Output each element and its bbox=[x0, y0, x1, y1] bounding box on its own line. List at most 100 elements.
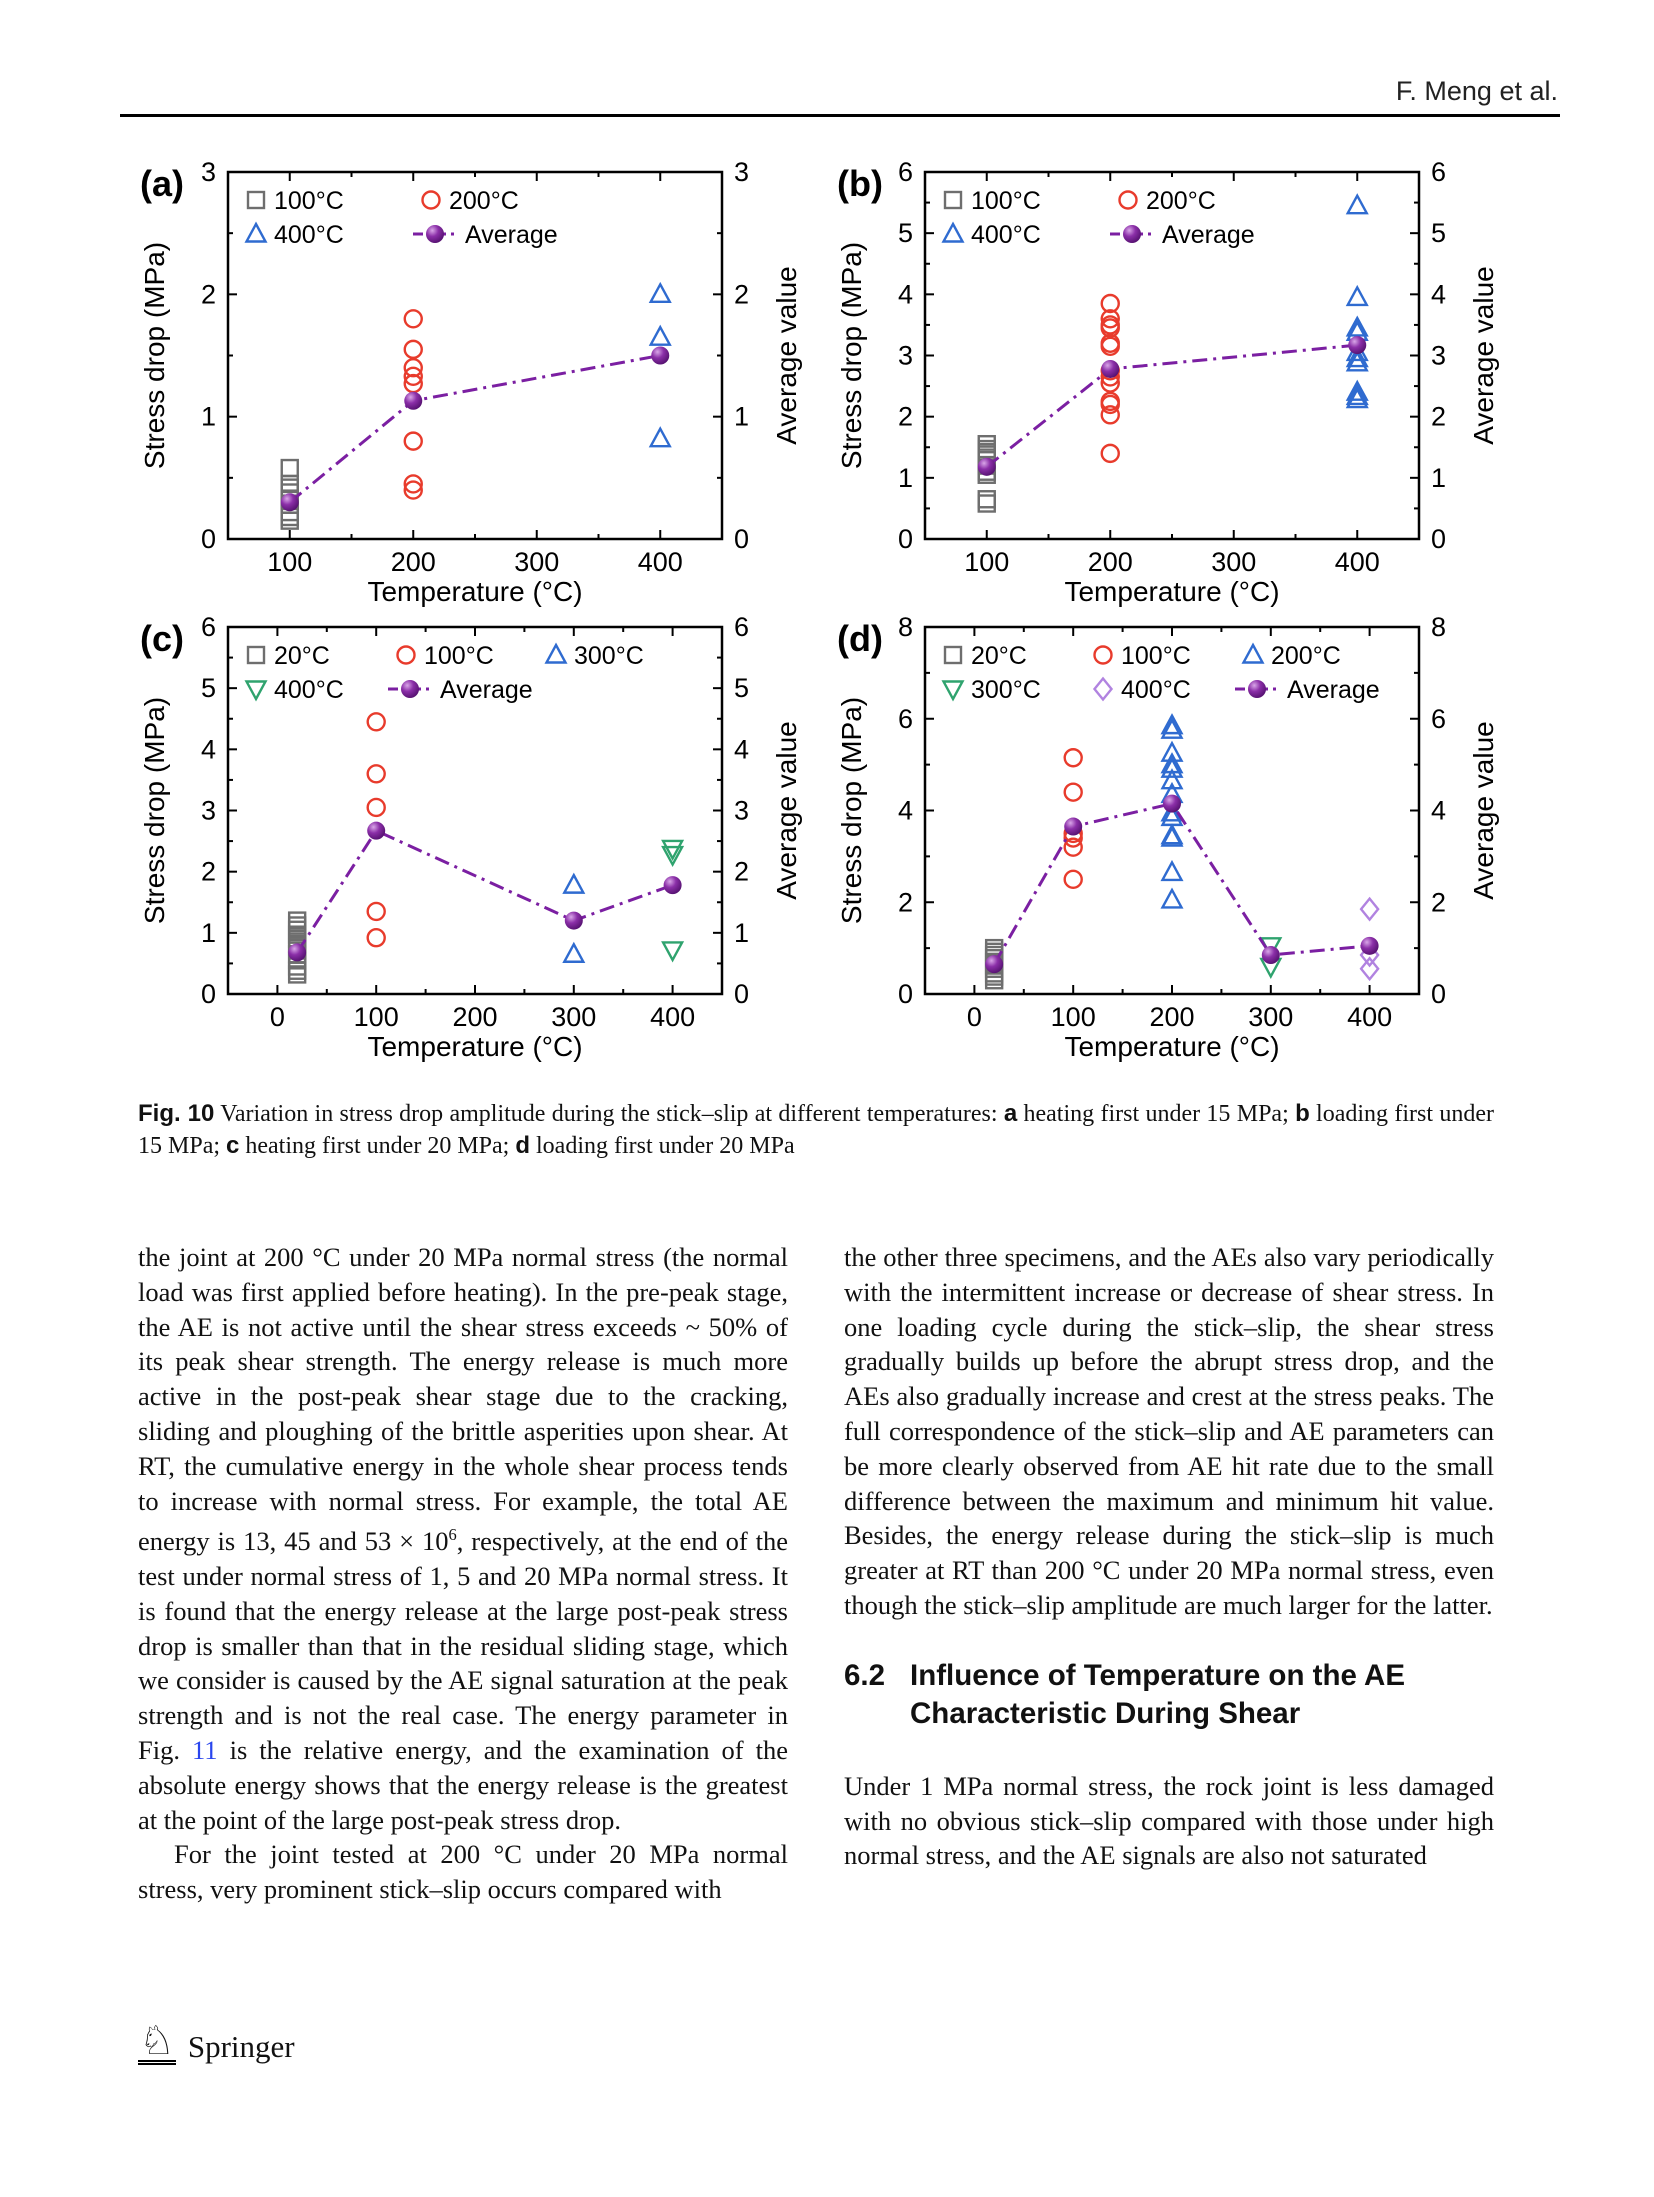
svg-text:(c): (c) bbox=[140, 618, 184, 659]
svg-text:5: 5 bbox=[898, 218, 913, 248]
svg-text:200: 200 bbox=[452, 1002, 497, 1032]
svg-text:0: 0 bbox=[898, 979, 913, 1009]
paragraph: Under 1 MPa normal stress, the rock join… bbox=[844, 1770, 1494, 1871]
svg-text:Average value: Average value bbox=[1468, 266, 1499, 445]
figure-caption: Fig. 10 Variation in stress drop amplitu… bbox=[138, 1100, 1494, 1159]
svg-text:6: 6 bbox=[1431, 157, 1446, 187]
svg-text:1: 1 bbox=[734, 402, 749, 432]
svg-text:1: 1 bbox=[201, 918, 216, 948]
svg-text:100°C: 100°C bbox=[274, 187, 344, 215]
svg-text:200°C: 200°C bbox=[1146, 187, 1216, 215]
svg-text:4: 4 bbox=[898, 279, 913, 309]
svg-text:5: 5 bbox=[734, 673, 749, 703]
svg-text:4: 4 bbox=[1431, 279, 1446, 309]
svg-text:2: 2 bbox=[1431, 402, 1446, 432]
svg-text:3: 3 bbox=[734, 157, 749, 187]
svg-text:0: 0 bbox=[734, 524, 749, 554]
svg-text:400: 400 bbox=[638, 547, 683, 577]
svg-text:5: 5 bbox=[1431, 218, 1446, 248]
svg-text:100: 100 bbox=[1051, 1002, 1096, 1032]
svg-text:400°C: 400°C bbox=[971, 221, 1041, 249]
springer-horse-icon: ♘ bbox=[138, 2018, 176, 2065]
svg-text:2: 2 bbox=[201, 857, 216, 887]
chart-svg: (d) 0 100 200 300 400 0 0 2 2 4 4 6 6 8 8 Temperature (°… bbox=[836, 612, 1499, 1062]
chart-svg: (b) 100 200 300 400 0 0 1 1 2 2 3 3 4 4 5 5 6 6 Temperature… bbox=[836, 157, 1499, 607]
svg-text:0: 0 bbox=[1431, 979, 1446, 1009]
svg-text:0: 0 bbox=[270, 1002, 285, 1032]
svg-text:1: 1 bbox=[1431, 463, 1446, 493]
svg-text:Average value: Average value bbox=[771, 266, 802, 445]
svg-text:2: 2 bbox=[201, 279, 216, 309]
chart-svg: (c) 0 100 200 300 400 0 0 1 1 2 2 3 3 4 4 5 5 6 6 Temperatur… bbox=[139, 612, 802, 1062]
svg-text:3: 3 bbox=[201, 796, 216, 826]
svg-text:Average: Average bbox=[440, 676, 533, 704]
svg-text:Temperature (°C): Temperature (°C) bbox=[1064, 1031, 1279, 1062]
svg-text:200: 200 bbox=[1149, 1002, 1194, 1032]
svg-text:3: 3 bbox=[1431, 341, 1446, 371]
svg-text:3: 3 bbox=[201, 157, 216, 187]
svg-text:1: 1 bbox=[201, 402, 216, 432]
svg-text:100°C: 100°C bbox=[424, 642, 494, 670]
svg-text:Average value: Average value bbox=[1468, 721, 1499, 900]
header-rule bbox=[120, 114, 1560, 117]
svg-text:2: 2 bbox=[734, 857, 749, 887]
svg-text:0: 0 bbox=[734, 979, 749, 1009]
section-number: 6.2 bbox=[844, 1658, 886, 1692]
svg-text:4: 4 bbox=[201, 734, 216, 764]
charts-grid: (a) 100 200 300 400 0 0 1 1 2 2 3 3 Temperature (°C) S… bbox=[138, 156, 1538, 1066]
svg-text:Average: Average bbox=[1287, 676, 1380, 704]
svg-text:Average: Average bbox=[1162, 221, 1255, 249]
svg-text:Stress drop (MPa): Stress drop (MPa) bbox=[139, 242, 170, 469]
svg-text:2: 2 bbox=[734, 279, 749, 309]
svg-text:100°C: 100°C bbox=[1121, 642, 1191, 670]
svg-text:(a): (a) bbox=[140, 163, 184, 204]
figure-11-link[interactable]: 11 bbox=[192, 1734, 218, 1765]
svg-text:Stress drop (MPa): Stress drop (MPa) bbox=[836, 242, 867, 469]
right-column: the other three specimens, and the AEs a… bbox=[844, 1240, 1494, 1907]
stress-drop-chart-a: (a) 100 200 300 400 0 0 1 1 2 2 3 3 Temperature (°C) S… bbox=[138, 156, 810, 611]
svg-text:8: 8 bbox=[898, 612, 913, 642]
svg-text:0: 0 bbox=[1431, 524, 1446, 554]
svg-text:3: 3 bbox=[734, 796, 749, 826]
paragraph: the joint at 200 °C under 20 MPa normal … bbox=[138, 1242, 788, 1835]
publisher-footer: ♘ Springer bbox=[138, 2018, 295, 2065]
svg-text:2: 2 bbox=[898, 887, 913, 917]
svg-text:Average value: Average value bbox=[771, 721, 802, 900]
svg-text:4: 4 bbox=[734, 734, 749, 764]
svg-text:1: 1 bbox=[898, 463, 913, 493]
paragraph: the other three specimens, and the AEs a… bbox=[844, 1242, 1494, 1620]
svg-text:400: 400 bbox=[1335, 547, 1380, 577]
svg-text:6: 6 bbox=[898, 704, 913, 734]
svg-text:2: 2 bbox=[1431, 887, 1446, 917]
running-head-author: F. Meng et al. bbox=[1395, 76, 1558, 106]
svg-text:300: 300 bbox=[551, 1002, 596, 1032]
svg-text:4: 4 bbox=[898, 796, 913, 826]
svg-text:Stress drop (MPa): Stress drop (MPa) bbox=[836, 697, 867, 924]
svg-text:400: 400 bbox=[1347, 1002, 1392, 1032]
stress-drop-chart-c: (c) 0 100 200 300 400 0 0 1 1 2 2 3 3 4 4 5 5 6 6 Temperatur… bbox=[138, 611, 810, 1066]
svg-text:5: 5 bbox=[201, 673, 216, 703]
springer-logo-text: Springer bbox=[187, 2029, 295, 2064]
svg-text:20°C: 20°C bbox=[274, 642, 330, 670]
chart-svg: (a) 100 200 300 400 0 0 1 1 2 2 3 3 Temperature (°C) S… bbox=[139, 157, 802, 607]
body-text: the joint at 200 °C under 20 MPa normal … bbox=[138, 1240, 1494, 1907]
svg-text:6: 6 bbox=[201, 612, 216, 642]
svg-text:300: 300 bbox=[1248, 1002, 1293, 1032]
svg-text:200°C: 200°C bbox=[1271, 642, 1341, 670]
svg-text:200: 200 bbox=[391, 547, 436, 577]
svg-text:200: 200 bbox=[1088, 547, 1133, 577]
svg-text:4: 4 bbox=[1431, 796, 1446, 826]
svg-text:100: 100 bbox=[267, 547, 312, 577]
section-heading: 6.2 Influence of Temperature on the AE C… bbox=[844, 1657, 1494, 1733]
svg-text:100: 100 bbox=[354, 1002, 399, 1032]
figure-10: (a) 100 200 300 400 0 0 1 1 2 2 3 3 Temperature (°C) S… bbox=[138, 156, 1538, 1066]
svg-text:200°C: 200°C bbox=[449, 187, 519, 215]
svg-text:300°C: 300°C bbox=[574, 642, 644, 670]
svg-text:300°C: 300°C bbox=[971, 676, 1041, 704]
svg-text:3: 3 bbox=[898, 341, 913, 371]
svg-text:300: 300 bbox=[514, 547, 559, 577]
svg-text:100°C: 100°C bbox=[971, 187, 1041, 215]
left-column: the joint at 200 °C under 20 MPa normal … bbox=[138, 1240, 788, 1907]
svg-text:1: 1 bbox=[734, 918, 749, 948]
